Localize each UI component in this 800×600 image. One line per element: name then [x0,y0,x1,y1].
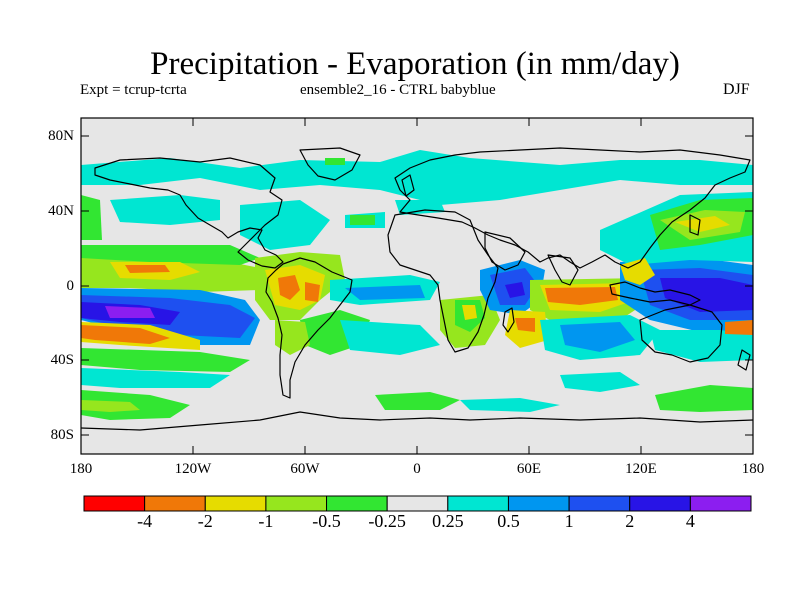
coast-uk [401,174,415,197]
axis-ticks [81,118,753,454]
coast-antarctica [81,411,753,431]
field-amazon-orange-2 [305,282,320,302]
coast-new-zealand [737,349,751,371]
field-se-pacific-green [81,348,250,372]
field-s-america-lime [275,320,310,355]
field-se-asia-yellow [620,258,655,285]
field-n-pacific-wet [110,195,220,225]
field-southern-ocean-lime-1 [81,400,140,412]
colorbar-tick-label: 0.25 [432,511,464,531]
field-southern-ocean-green-3 [655,385,753,412]
field-n-pacific-orange [125,265,170,273]
lat-label-40n: 40N [48,203,74,219]
field-s-africa-yellow [462,305,477,320]
colorbar-tick-label: 1 [564,511,574,531]
field-n-atlantic-wet [240,200,330,250]
field-eq-atlantic-blue [345,285,425,300]
lon-label-180w: 180 [69,461,93,477]
colorbar-tick-label: 4 [685,511,695,531]
lat-label-0: 0 [66,278,75,294]
lon-label-120w: 120W [174,461,212,477]
field-amazon-orange [278,275,300,300]
field-greenland-green [325,158,345,165]
figure-title: Precipitation - Evaporation (in mm/day) [150,46,680,82]
field-west-pacific-green [81,195,102,240]
field-s-pacific-east-cyan [650,330,753,362]
colorbar-swatch [568,495,631,512]
map [81,118,753,454]
field-nw-pacific-yellow [675,216,730,232]
lon-label-0: 0 [413,461,421,477]
colorbar-swatch [204,495,267,512]
coast-india [547,254,579,286]
subtitle-ensemble: ensemble2_16 - CTRL babyblue [300,82,496,98]
colorbar-swatch [144,495,206,512]
coast-eurasia [394,147,751,269]
field-s-pacific-violet [105,306,155,318]
colorbar-swatch [507,495,570,512]
colorbar-tick-label: 2 [625,511,635,531]
coast-madagascar [502,307,515,333]
lat-label-40s: 40S [50,352,74,368]
field-s-atlantic-cyan [340,320,440,355]
coast-africa [387,209,499,353]
coast-arabia [484,231,526,271]
field-indian-ocean-orange [545,287,618,305]
coast-north-america [94,157,284,269]
coast-south-america [265,257,353,399]
colorbar-tick-label: -0.5 [312,511,341,531]
field-arctic-wet [81,150,753,205]
field-e-africa-indigo [505,282,525,298]
colorbar-swatch [83,495,146,512]
coastlines [81,147,753,431]
colorbar-tick-label: -1 [258,511,274,531]
field-s-indian-blue [560,322,635,352]
field-southern-ocean-green-1 [81,390,190,420]
coast-japan [689,214,701,236]
field-n-pacific-green [81,245,260,265]
field-southern-ocean-green-2 [375,392,460,410]
colorbar [83,495,752,512]
colorbar-swatch [326,495,388,512]
subtitle-season: DJF [723,81,750,98]
lat-label-80n: 80N [48,128,74,144]
lon-label-60e: 60E [516,461,542,477]
colorbar-tick-label: -2 [197,511,213,531]
colorbar-swatch [386,495,449,512]
lat-label-80s: 80S [50,427,74,443]
colorbar-tick-label: -4 [137,511,153,531]
field-indian-ocean-orange-2 [515,318,535,332]
colorbar-tick-label: 0.5 [497,511,520,531]
coast-indonesia [609,281,701,306]
colorbar-swatch [629,495,691,512]
field-n-atlantic-green [350,215,375,225]
field-se-pacific-cyan [81,368,230,388]
coast-australia [639,304,723,363]
colorbar-swatch [265,495,328,512]
colorbar-swatch [447,495,509,512]
field-tasman-orange [725,320,753,335]
colorbar-swatch [689,495,752,512]
lon-label-60w: 60W [290,461,320,477]
lon-label-180e: 180 [741,461,765,477]
subtitle-experiment: Expt = tcrup-tcrta [80,82,187,98]
coast-greenland [299,147,361,181]
field-southern-ocean-cyan-2 [460,398,560,412]
colorbar-tick-label: -0.25 [368,511,406,531]
field-se-pacific-orange [81,325,170,344]
field-southern-ocean-cyan-3 [560,372,640,392]
lon-label-120e: 120E [625,461,657,477]
